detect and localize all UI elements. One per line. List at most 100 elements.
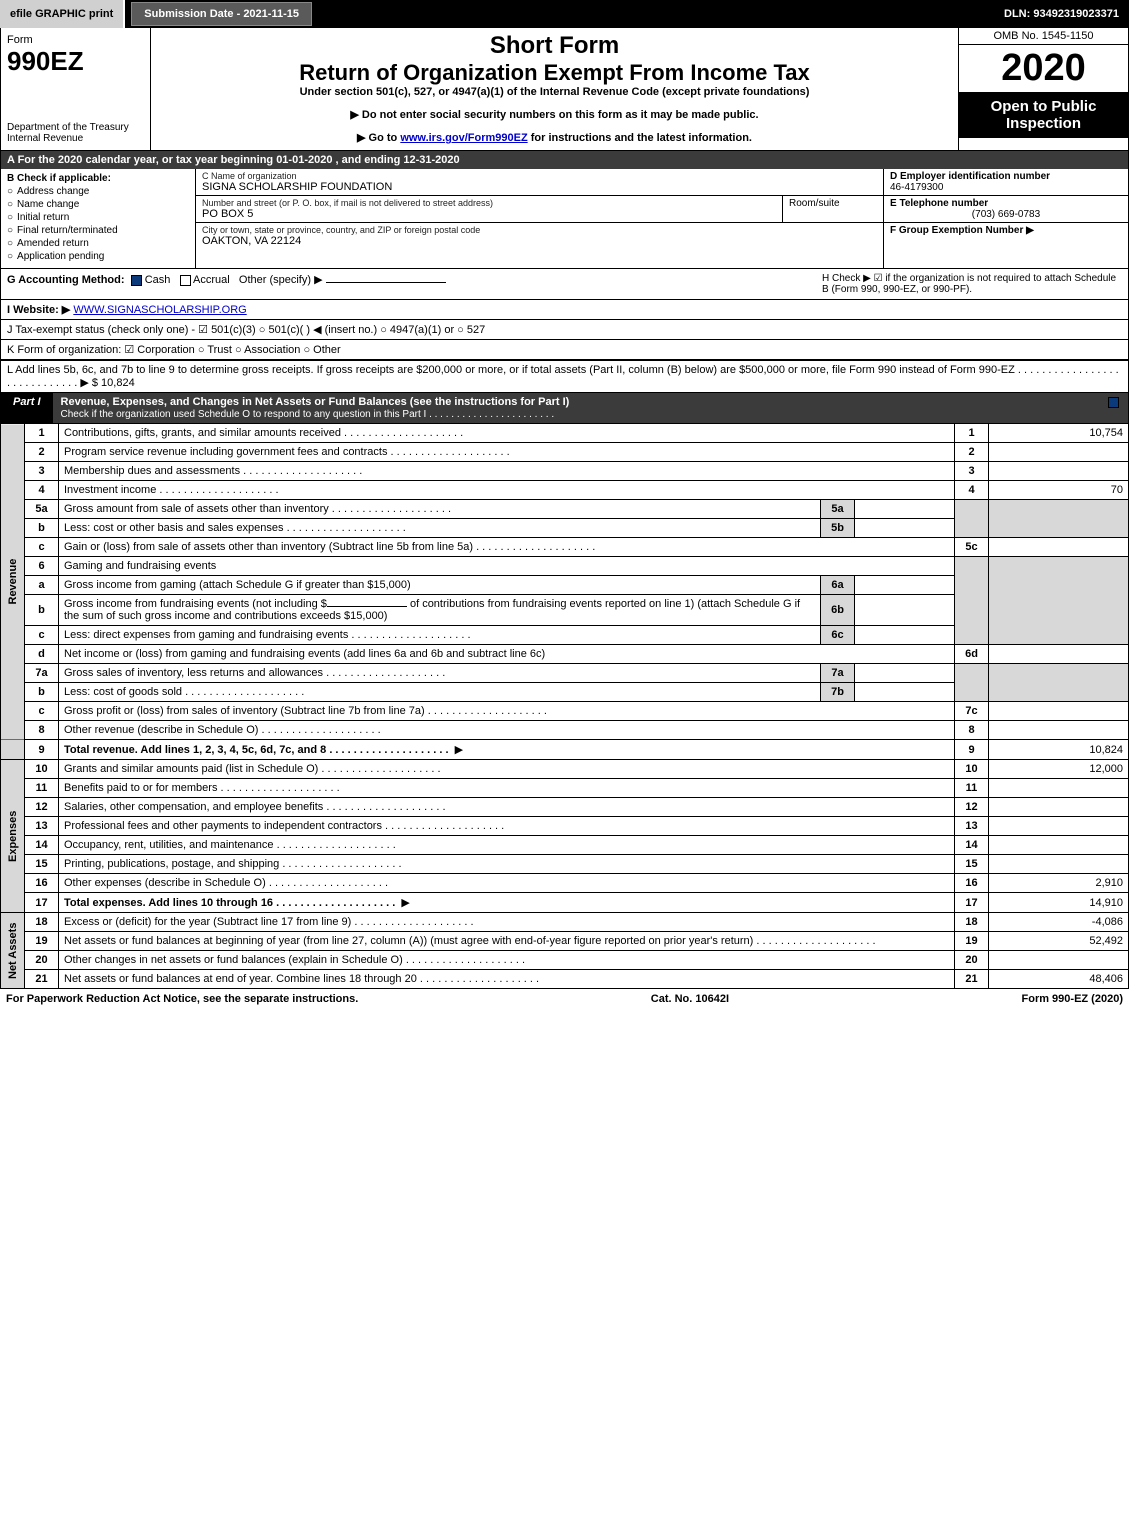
row-i-website: I Website: ▶ WWW.SIGNASCHOLARSHIP.ORG xyxy=(0,300,1129,320)
city-value: OAKTON, VA 22124 xyxy=(202,235,877,247)
amt16: 2,910 xyxy=(989,874,1129,893)
part1-table: Revenue 1 Contributions, gifts, grants, … xyxy=(0,424,1129,989)
chk-accrual[interactable] xyxy=(180,275,191,286)
open-public-badge: Open to Public Inspection xyxy=(959,92,1128,138)
sidebar-netassets: Net Assets xyxy=(1,913,25,989)
efile-print-button[interactable]: efile GRAPHIC print xyxy=(0,0,125,28)
city-label: City or town, state or province, country… xyxy=(202,225,877,235)
sub5a: 5a xyxy=(821,500,855,519)
amt4: 70 xyxy=(989,481,1129,500)
i-label: I Website: ▶ xyxy=(7,304,70,316)
subtitle: Under section 501(c), 527, or 4947(a)(1)… xyxy=(157,86,952,98)
l16-desc: Other expenses (describe in Schedule O) xyxy=(64,877,388,889)
row-g-h: G Accounting Method: Cash Accrual Other … xyxy=(0,269,1129,300)
amt9: 10,824 xyxy=(989,740,1129,760)
phone-value: (703) 669-0783 xyxy=(890,209,1122,220)
amt1: 10,754 xyxy=(989,424,1129,443)
amt17: 14,910 xyxy=(989,893,1129,913)
row-k: K Form of organization: ☑ Corporation ○ … xyxy=(0,340,1129,361)
d-label: D Employer identification number xyxy=(890,171,1050,182)
l5c-desc: Gain or (loss) from sale of assets other… xyxy=(64,541,595,553)
footer-mid: Cat. No. 10642I xyxy=(651,993,729,1005)
l17-desc: Total expenses. Add lines 10 through 16 xyxy=(64,897,395,909)
header-left: Form 990EZ Department of the Treasury In… xyxy=(1,28,151,150)
l19-desc: Net assets or fund balances at beginning… xyxy=(64,935,876,947)
form-word: Form xyxy=(7,34,144,46)
chk-address-change[interactable]: Address change xyxy=(7,186,189,197)
f-label: F Group Exemption Number ▶ xyxy=(890,225,1034,236)
amt21: 48,406 xyxy=(989,970,1129,989)
h-text: H Check ▶ ☑ if the organization is not r… xyxy=(822,273,1122,295)
tax-year: 2020 xyxy=(959,45,1128,92)
chk-cash[interactable] xyxy=(131,275,142,286)
b-title: B Check if applicable: xyxy=(7,173,189,184)
l18-desc: Excess or (deficit) for the year (Subtra… xyxy=(64,916,474,928)
department-label: Department of the Treasury Internal Reve… xyxy=(7,122,144,144)
part1-tab: Part I xyxy=(1,393,53,423)
g-cash: Cash xyxy=(145,274,171,286)
l5a-desc: Gross amount from sale of assets other t… xyxy=(64,503,451,515)
l4-desc: Investment income xyxy=(64,484,279,496)
row-a-tax-year: A For the 2020 calendar year, or tax yea… xyxy=(0,151,1129,169)
cn1: 1 xyxy=(955,424,989,443)
addr-label: Number and street (or P. O. box, if mail… xyxy=(202,198,776,208)
l6c-desc: Less: direct expenses from gaming and fu… xyxy=(64,629,471,641)
footer-left: For Paperwork Reduction Act Notice, see … xyxy=(6,993,358,1005)
short-form-title: Short Form xyxy=(157,32,952,60)
chk-amended-return[interactable]: Amended return xyxy=(7,238,189,249)
group-exemption: F Group Exemption Number ▶ xyxy=(884,223,1128,238)
col-d: D Employer identification number 46-4179… xyxy=(883,169,1128,268)
ln1: 1 xyxy=(25,424,59,443)
amt10: 12,000 xyxy=(989,760,1129,779)
part1-header: Part I Revenue, Expenses, and Changes in… xyxy=(0,393,1129,424)
l1-desc: Contributions, gifts, grants, and simila… xyxy=(64,427,463,439)
city-block: City or town, state or province, country… xyxy=(196,223,883,249)
chk-application-pending[interactable]: Application pending xyxy=(7,251,189,262)
street-block: Number and street (or P. O. box, if mail… xyxy=(196,196,783,222)
header-center: Short Form Return of Organization Exempt… xyxy=(151,28,958,150)
amt18: -4,086 xyxy=(989,913,1129,932)
l15-desc: Printing, publications, postage, and shi… xyxy=(64,858,402,870)
l6b-desc: Gross income from fundraising events (no… xyxy=(59,595,821,626)
sidebar-revenue: Revenue xyxy=(1,424,25,740)
irs-link[interactable]: www.irs.gov/Form990EZ xyxy=(400,132,527,144)
part1-schedule-o-check[interactable] xyxy=(1098,393,1128,423)
l14-desc: Occupancy, rent, utilities, and maintena… xyxy=(64,839,396,851)
l6-desc: Gaming and fundraising events xyxy=(59,557,955,576)
chk-initial-return[interactable]: Initial return xyxy=(7,212,189,223)
l7c-desc: Gross profit or (loss) from sales of inv… xyxy=(64,705,547,717)
l20-desc: Other changes in net assets or fund bala… xyxy=(64,954,525,966)
chk-name-change[interactable]: Name change xyxy=(7,199,189,210)
amt3 xyxy=(989,462,1129,481)
website-link[interactable]: WWW.SIGNASCHOLARSHIP.ORG xyxy=(73,304,246,316)
e-label: E Telephone number xyxy=(890,198,988,209)
header-right: OMB No. 1545-1150 2020 Open to Public In… xyxy=(958,28,1128,150)
instructions-link-line: ▶ Go to www.irs.gov/Form990EZ for instru… xyxy=(157,131,952,144)
g-label: G Accounting Method: xyxy=(7,274,125,286)
section-b-c-d: B Check if applicable: Address change Na… xyxy=(0,169,1129,269)
page-footer: For Paperwork Reduction Act Notice, see … xyxy=(0,989,1129,1009)
amt2 xyxy=(989,443,1129,462)
l13-desc: Professional fees and other payments to … xyxy=(64,820,504,832)
g-accrual: Accrual xyxy=(193,274,230,286)
row-j: J Tax-exempt status (check only one) - ☑… xyxy=(0,320,1129,340)
l3-desc: Membership dues and assessments xyxy=(64,465,362,477)
l21-desc: Net assets or fund balances at end of ye… xyxy=(64,973,539,985)
ein-value: 46-4179300 xyxy=(890,182,1122,193)
org-name-block: C Name of organization SIGNA SCHOLARSHIP… xyxy=(196,169,883,196)
sidebar-expenses: Expenses xyxy=(1,760,25,913)
note2-post: for instructions and the latest informat… xyxy=(528,132,752,144)
l-amount: 10,824 xyxy=(101,377,135,389)
subval5a xyxy=(855,500,955,519)
l10-desc: Grants and similar amounts paid (list in… xyxy=(64,763,441,775)
chk-final-return[interactable]: Final return/terminated xyxy=(7,225,189,236)
l12-desc: Salaries, other compensation, and employ… xyxy=(64,801,446,813)
main-title: Return of Organization Exempt From Incom… xyxy=(157,60,952,86)
form-header: Form 990EZ Department of the Treasury In… xyxy=(0,28,1129,151)
addr-value: PO BOX 5 xyxy=(202,208,776,220)
amt5c xyxy=(989,538,1129,557)
part1-title: Revenue, Expenses, and Changes in Net As… xyxy=(53,393,1098,423)
l8-desc: Other revenue (describe in Schedule O) xyxy=(64,724,381,736)
footer-right: Form 990-EZ (2020) xyxy=(1022,993,1123,1005)
room-suite: Room/suite xyxy=(783,196,883,222)
